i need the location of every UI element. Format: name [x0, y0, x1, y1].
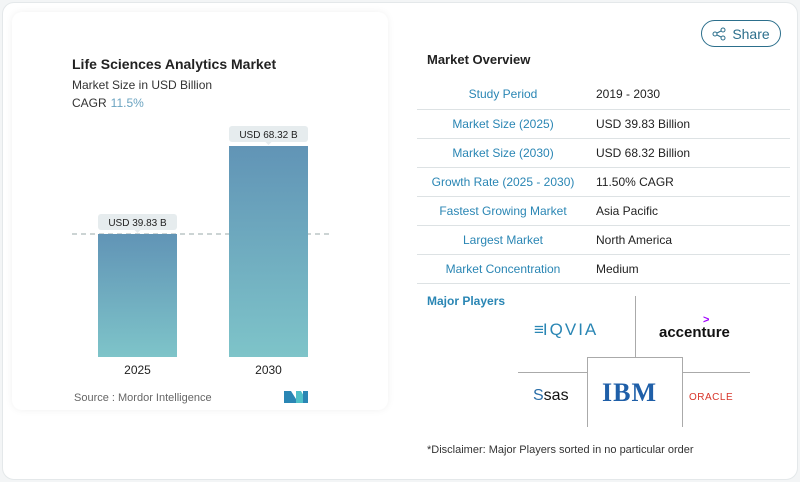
- row-label: Market Size (2030): [417, 138, 589, 168]
- x-tick-label: 2030: [255, 363, 282, 377]
- row-label: Growth Rate (2025 - 2030): [417, 167, 589, 197]
- disclaimer: *Disclaimer: Major Players sorted in no …: [427, 444, 694, 456]
- divider: [518, 372, 587, 373]
- bar-chart: USD 39.83 B 2025 USD 68.32 B 2030: [72, 126, 330, 377]
- row-value: USD 68.32 Billion: [589, 138, 790, 168]
- overview-row: Fastest Growing Market Asia Pacific: [417, 196, 790, 226]
- row-label: Study Period: [417, 80, 589, 110]
- data-label: USD 39.83 B: [108, 218, 167, 229]
- data-label-pointer: [265, 142, 272, 145]
- sas-logo: Ssas: [533, 387, 569, 404]
- data-label: USD 68.32 B: [239, 130, 298, 141]
- players-title: Major Players: [427, 294, 506, 308]
- row-label: Market Size (2025): [417, 109, 589, 139]
- overview-row: Market Size (2025) USD 39.83 Billion: [417, 109, 790, 139]
- accenture-text: accenture: [659, 324, 730, 341]
- oracle-text: ORACLE: [689, 392, 734, 403]
- row-value: Medium: [589, 254, 790, 284]
- overview-row: Growth Rate (2025 - 2030) 11.50% CAGR: [417, 167, 790, 197]
- row-value: 11.50% CAGR: [589, 167, 790, 197]
- data-label-bg: [98, 213, 177, 230]
- ibm-box: [587, 357, 683, 427]
- overview-row: Study Period 2019 - 2030: [417, 80, 790, 110]
- overview-row: Market Size (2030) USD 68.32 Billion: [417, 138, 790, 168]
- chart-card: [12, 12, 388, 410]
- row-label: Market Concentration: [417, 254, 589, 284]
- row-value: North America: [589, 225, 790, 255]
- share-icon: [712, 27, 726, 40]
- overview-row: Market Concentration Medium: [417, 254, 790, 284]
- cagr: CAGR 11.5%: [72, 96, 144, 110]
- share-button[interactable]: Share: [701, 20, 781, 47]
- row-value: Asia Pacific: [589, 196, 790, 226]
- overview-title: Market Overview: [427, 52, 531, 67]
- row-label: Largest Market: [417, 225, 589, 255]
- row-label: Fastest Growing Market: [417, 196, 589, 226]
- overview-row: Largest Market North America: [417, 225, 790, 255]
- ibm-text: IBM: [602, 378, 657, 407]
- iqvia-text: IQVIA: [542, 320, 599, 339]
- x-tick-label: 2025: [124, 363, 151, 377]
- bar-2025: [98, 233, 177, 357]
- divider: [683, 372, 750, 373]
- data-label-bg: [229, 126, 308, 142]
- accenture-logo: > accenture: [659, 314, 730, 341]
- divider: [635, 296, 636, 358]
- overview-table: Study Period 2019 - 2030 Market Size (2025…: [417, 80, 790, 284]
- chart-subtitle: Market Size in USD Billion: [72, 78, 213, 92]
- iqvia-logo: ≡IQVIA: [534, 320, 599, 339]
- cagr-label: CAGR: [72, 96, 107, 110]
- bar-2030: [229, 146, 308, 357]
- data-label-pointer: [134, 229, 141, 233]
- row-value: 2019 - 2030: [589, 80, 790, 110]
- sas-text: sas: [543, 387, 569, 404]
- share-label: Share: [732, 25, 770, 42]
- mordor-logo-icon: [284, 391, 308, 403]
- row-value: USD 39.83 Billion: [589, 109, 790, 139]
- chart-title: Life Sciences Analytics Market: [72, 56, 277, 72]
- ibm-logo: IBM: [602, 378, 657, 408]
- oracle-logo: ORACLE: [689, 392, 733, 403]
- cagr-value: 11.5%: [110, 96, 144, 110]
- source-text: Source : Mordor Intelligence: [74, 392, 212, 404]
